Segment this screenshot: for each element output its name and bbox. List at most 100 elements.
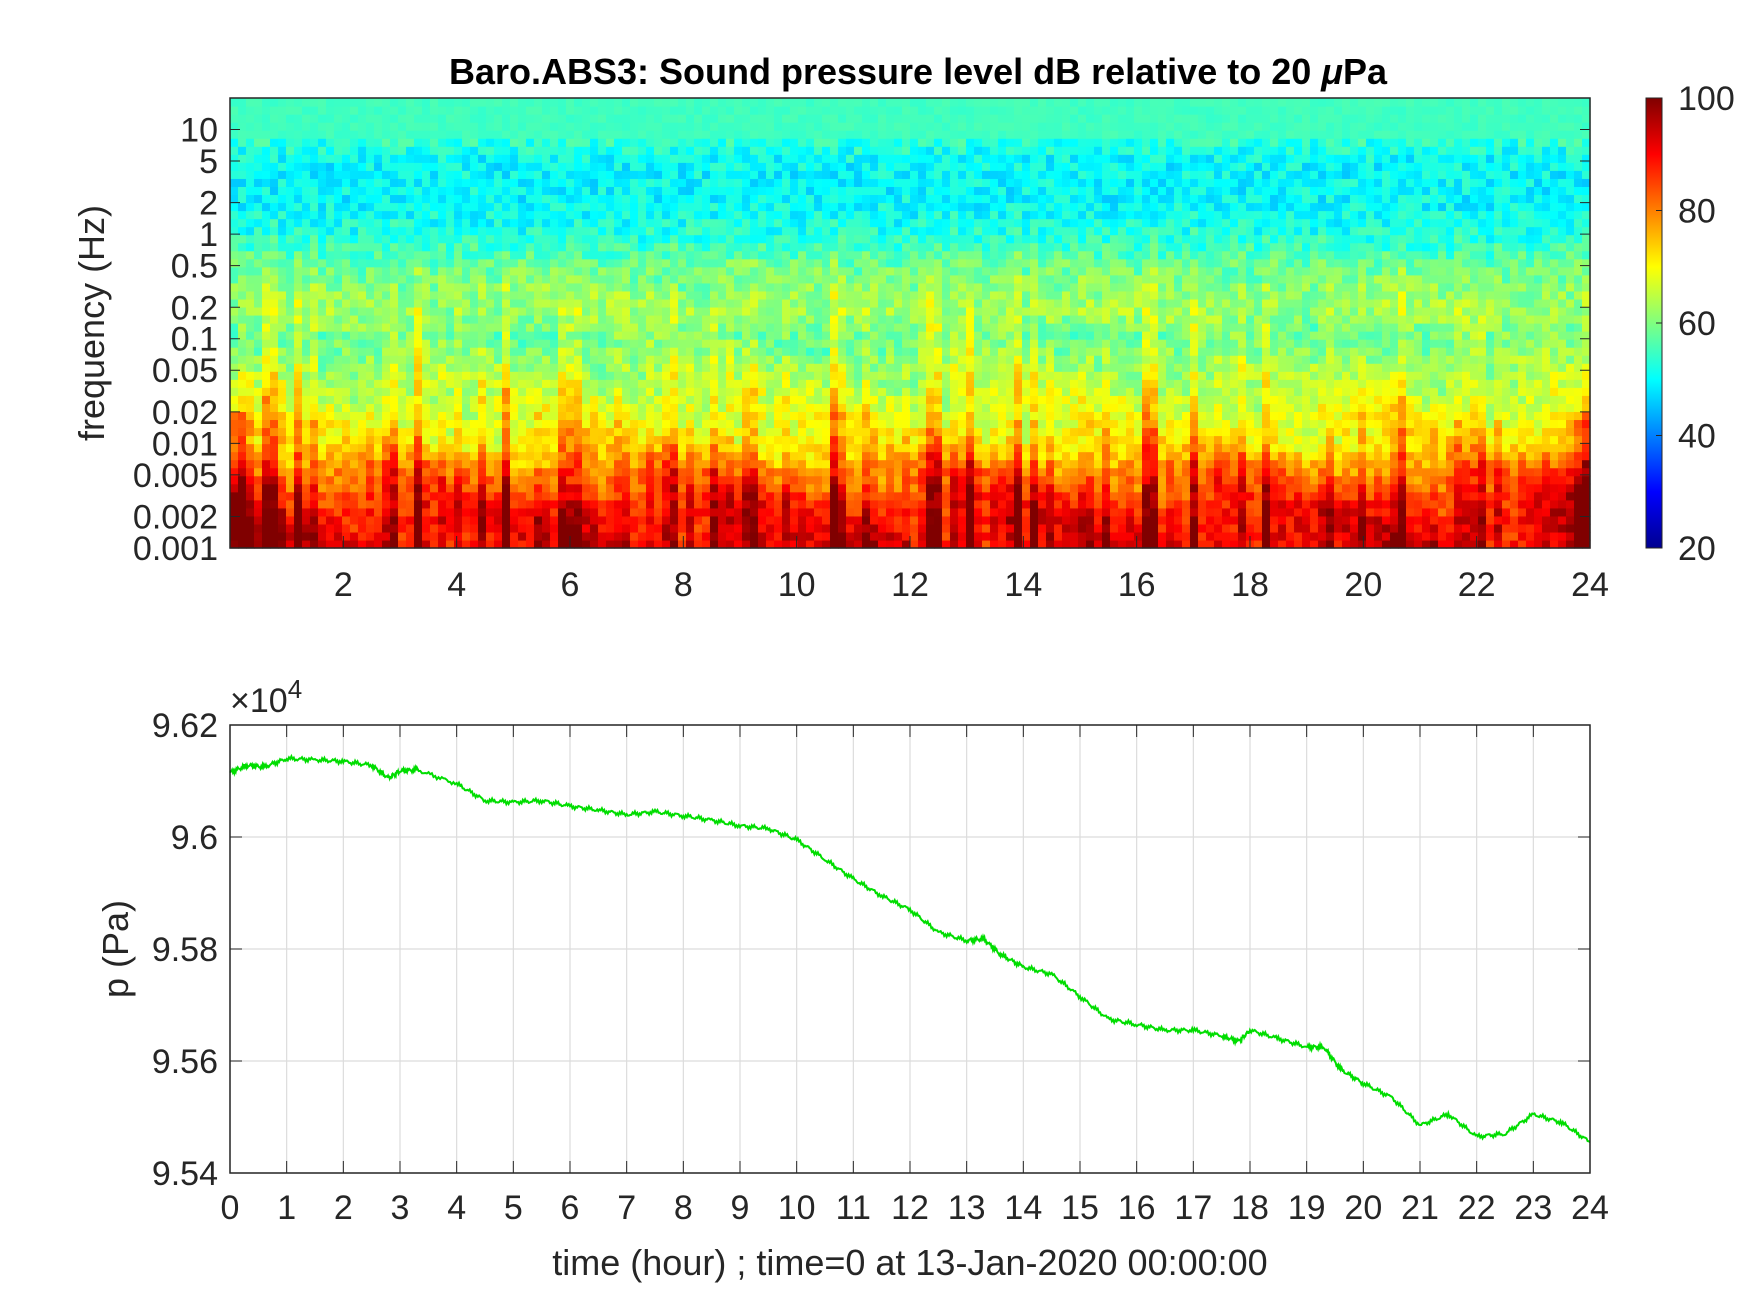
heatmap-cell xyxy=(374,162,383,171)
heatmap-cell xyxy=(422,298,431,308)
heatmap-cell xyxy=(742,435,751,445)
heatmap-cell xyxy=(822,499,831,509)
heatmap-cell xyxy=(534,194,543,204)
heatmap-cell xyxy=(782,210,791,220)
heatmap-cell xyxy=(934,467,943,477)
heatmap-cell xyxy=(910,218,919,228)
heatmap-cell xyxy=(414,114,423,123)
heatmap-cell xyxy=(782,387,791,396)
heatmap-cell xyxy=(902,306,911,316)
heatmap-cell xyxy=(918,515,927,525)
heatmap-cell xyxy=(558,323,567,332)
heatmap-cell xyxy=(334,355,343,364)
heatmap-cell xyxy=(590,323,599,332)
heatmap-cell xyxy=(878,499,887,509)
heatmap-cell xyxy=(526,363,535,372)
heatmap-cell xyxy=(358,146,367,155)
heatmap-cell xyxy=(406,419,415,429)
heatmap-cell xyxy=(798,266,807,276)
heatmap-cell xyxy=(638,250,647,260)
heatmap-cell xyxy=(590,210,599,220)
heatmap-cell xyxy=(494,98,503,107)
heatmap-cell xyxy=(326,451,335,461)
heatmap-cell xyxy=(430,499,439,509)
heatmap-cell xyxy=(902,314,911,324)
heatmap-cell xyxy=(374,290,383,300)
heatmap-cell xyxy=(350,106,359,115)
heatmap-cell xyxy=(806,266,815,276)
heatmap-cell xyxy=(534,210,543,220)
heatmap-cell xyxy=(934,258,943,268)
heatmap-cell xyxy=(662,258,671,268)
heatmap-cell xyxy=(334,266,343,276)
heatmap-cell xyxy=(590,435,599,445)
heatmap-cell xyxy=(870,298,879,308)
heatmap-cell xyxy=(726,106,735,115)
heatmap-cell xyxy=(398,282,407,292)
heatmap-cell xyxy=(670,162,679,171)
heatmap-cell xyxy=(686,323,695,332)
heatmap-cell xyxy=(654,202,663,212)
heatmap-cell xyxy=(334,138,343,147)
heatmap-cell xyxy=(262,306,271,316)
heatmap-cell xyxy=(262,202,271,212)
heatmap-cell xyxy=(590,314,599,324)
heatmap-cell xyxy=(286,387,295,396)
heatmap-cell xyxy=(750,403,759,412)
heatmap-cell xyxy=(470,266,479,276)
heatmap-cell xyxy=(406,106,415,115)
heatmap-cell xyxy=(366,210,375,220)
heatmap-cell xyxy=(310,298,319,308)
heatmap-cell xyxy=(254,202,263,212)
heatmap-cell xyxy=(566,435,575,445)
heatmap-cell xyxy=(710,499,719,509)
heatmap-cell xyxy=(670,186,679,196)
heatmap-cell xyxy=(686,347,695,356)
heatmap-cell xyxy=(286,218,295,228)
heatmap-cell xyxy=(806,162,815,171)
heatmap-cell xyxy=(702,451,711,461)
heatmap-cell xyxy=(430,435,439,445)
heatmap-cell xyxy=(526,443,535,453)
heatmap-cell xyxy=(662,314,671,324)
heatmap-cell xyxy=(502,170,511,179)
heatmap-cell xyxy=(558,523,567,533)
heatmap-cell xyxy=(334,483,343,493)
heatmap-cell xyxy=(326,491,335,501)
heatmap-cell xyxy=(902,202,911,212)
heatmap-cell xyxy=(830,138,839,147)
heatmap-cell xyxy=(334,186,343,196)
heatmap-cell xyxy=(422,154,431,163)
heatmap-cell xyxy=(766,355,775,364)
heatmap-cell xyxy=(294,403,303,412)
heatmap-cell xyxy=(510,258,519,268)
heatmap-cell xyxy=(838,523,847,533)
heatmap-cell xyxy=(358,331,367,340)
heatmap-cell xyxy=(358,122,367,131)
heatmap-cell xyxy=(630,475,639,485)
heatmap-cell xyxy=(470,523,479,533)
heatmap-cell xyxy=(574,186,583,196)
heatmap-cell xyxy=(862,146,871,155)
heatmap-cell xyxy=(550,162,559,171)
heatmap-cell xyxy=(902,443,911,453)
heatmap-cell xyxy=(862,178,871,187)
heatmap-cell xyxy=(854,138,863,147)
heatmap-cell xyxy=(814,170,823,179)
heatmap-cell xyxy=(670,443,679,453)
heatmap-cell xyxy=(382,363,391,372)
heatmap-cell xyxy=(830,178,839,187)
heatmap-cell xyxy=(414,395,423,404)
heatmap-cell xyxy=(534,491,543,501)
heatmap-cell xyxy=(750,411,759,421)
heatmap-cell xyxy=(430,306,439,316)
heatmap-cell xyxy=(646,162,655,171)
heatmap-cell xyxy=(766,491,775,501)
heatmap-cell xyxy=(246,266,255,276)
heatmap-cell xyxy=(918,339,927,348)
heatmap-cell xyxy=(598,419,607,429)
heatmap-cell xyxy=(566,451,575,461)
heatmap-cell xyxy=(750,467,759,477)
heatmap-cell xyxy=(454,451,463,461)
heatmap-cell xyxy=(494,186,503,196)
